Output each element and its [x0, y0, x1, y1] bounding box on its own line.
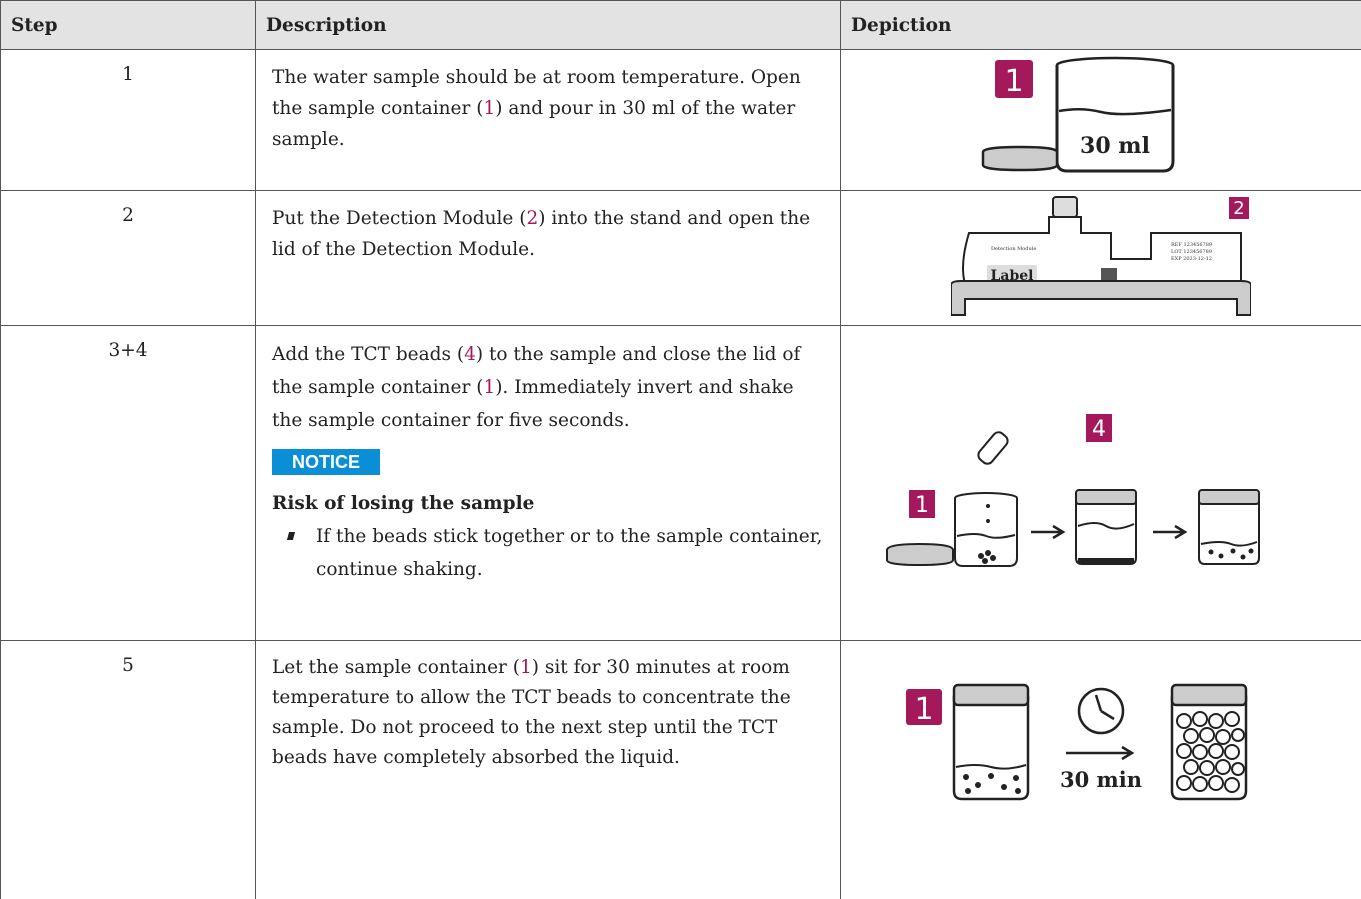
ref: 4 — [464, 344, 476, 365]
ref: 1 — [483, 98, 495, 119]
container — [954, 697, 1028, 799]
tube — [976, 429, 1010, 465]
lid — [1199, 490, 1259, 504]
ref: 1 — [520, 657, 532, 678]
swollen-beads — [1177, 712, 1244, 792]
notice-list: If the beads stick together or to the sa… — [272, 520, 826, 586]
row: 3+4 Add the TCT beads (4) to the sample … — [1, 326, 1361, 641]
lid — [1076, 490, 1136, 504]
step: 5 — [1, 641, 256, 899]
header-cell: Depiction — [841, 1, 1361, 50]
notice-title: Risk of losing the sample — [272, 487, 826, 520]
illustration: 2 Detection Module Label REF 123456789 L… — [951, 193, 1251, 319]
duration: 30 min — [1060, 767, 1142, 792]
callout-number: 2 — [1233, 198, 1244, 219]
module-name: Detection Module — [991, 246, 1036, 252]
lot: LOT 123456789 — [1171, 249, 1212, 255]
ref: 2 — [526, 208, 538, 229]
row: 2 Put the Detection Module (2) into the … — [1, 191, 1361, 326]
lid — [983, 147, 1057, 170]
description: Add the TCT beads (4) to the sample and … — [256, 326, 841, 641]
beads — [1078, 558, 1134, 563]
illustration: 1 30 ml — [981, 55, 1221, 180]
step: 3+4 — [1, 326, 256, 641]
arrow — [1031, 526, 1063, 538]
row: 5 Let the sample container (1) sit for 3… — [1, 641, 1361, 899]
notice-badge: NOTICE — [272, 449, 380, 475]
step: 2 — [1, 191, 256, 326]
callout-number: 1 — [915, 493, 929, 518]
header-row: Step Description Depiction — [1, 1, 1361, 50]
text: Add the TCT beads ( — [272, 344, 464, 365]
arrow — [1066, 747, 1132, 759]
notice-item: If the beads stick together or to the sa… — [316, 520, 826, 586]
callout-number: 1 — [1004, 64, 1023, 99]
header-cell: Step — [1, 1, 256, 50]
ref: REF 123456789 — [1171, 242, 1212, 248]
lid — [1172, 685, 1246, 705]
depiction: 1 30 min — [841, 641, 1361, 899]
stand — [951, 281, 1251, 315]
row: 1 The water sample should be at room tem… — [1, 50, 1361, 191]
lid — [887, 544, 953, 565]
description: Let the sample container (1) sit for 30 … — [256, 641, 841, 899]
lid — [954, 685, 1028, 705]
exp: EXP 2023-12-12 — [1171, 256, 1212, 262]
header-cell: Description — [256, 1, 841, 50]
description: The water sample should be at room tempe… — [256, 50, 841, 191]
depiction: 2 Detection Module Label REF 123456789 L… — [841, 191, 1361, 326]
callout-number: 1 — [914, 692, 933, 727]
text: Put the Detection Module ( — [272, 208, 526, 229]
text: Let the sample container ( — [272, 657, 520, 678]
step: 1 — [1, 50, 256, 191]
depiction: 1 30 ml — [841, 50, 1361, 191]
cap — [1053, 197, 1077, 217]
ref: 1 — [483, 377, 495, 398]
arrow — [1153, 526, 1185, 538]
volume: 30 ml — [1080, 133, 1150, 159]
description: Put the Detection Module (2) into the st… — [256, 191, 841, 326]
illustration: 4 1 — [881, 386, 1321, 576]
depiction: 4 1 — [841, 326, 1361, 641]
container — [955, 498, 1017, 566]
callout-number: 4 — [1092, 417, 1106, 442]
illustration: 1 30 min — [906, 681, 1296, 801]
